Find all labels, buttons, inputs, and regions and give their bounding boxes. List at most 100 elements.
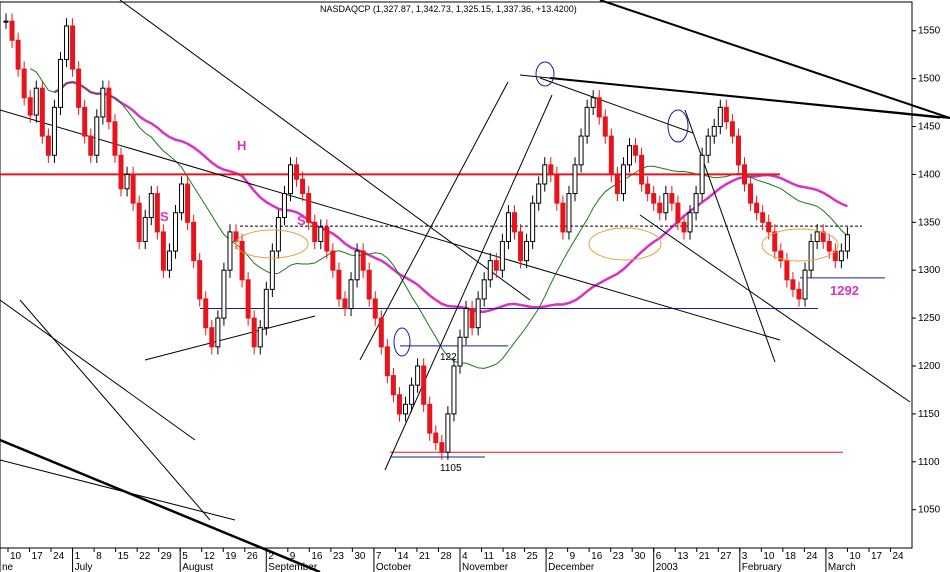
candle-body [245, 279, 251, 319]
candle-body [487, 260, 493, 281]
candle-body [172, 212, 178, 252]
x-tick-label: 28 [440, 551, 452, 562]
candle-body [409, 384, 415, 405]
candle-body [415, 365, 421, 386]
x-tick-label: 24 [892, 551, 904, 562]
candle-body [844, 234, 850, 252]
x-tick-label: 16 [311, 551, 323, 562]
candle-body [760, 212, 766, 223]
candle-body [64, 25, 70, 60]
candle-body [372, 298, 378, 319]
chart-title: NASDAQCP (1,327.87, 1,342.73, 1,325.15, … [320, 4, 577, 14]
candle-body [136, 202, 142, 242]
candle-body [15, 39, 21, 70]
candle-body [439, 442, 445, 453]
y-tick-label: 1100 [918, 457, 940, 468]
candle-body [554, 173, 560, 204]
candle-body [281, 193, 287, 219]
x-tick-label: 11 [484, 551, 495, 562]
candle-body [57, 58, 63, 108]
x-tick-label: 3 [742, 551, 748, 562]
candle-body [524, 240, 530, 262]
candle-body [499, 240, 505, 271]
month-label: November [462, 562, 509, 572]
candle-body [427, 403, 433, 434]
candle-body [766, 221, 772, 233]
candle-body [396, 394, 402, 415]
pattern-ellipse [588, 227, 662, 261]
candle-body [663, 193, 669, 214]
candle-body [185, 183, 191, 223]
candle-body [39, 87, 45, 137]
x-tick-label: 19 [225, 551, 237, 562]
candle-body [790, 279, 796, 290]
month-label: September [268, 562, 318, 572]
x-tick-label: 6 [656, 551, 662, 562]
x-tick-label: 2 [548, 551, 554, 562]
candle-body [239, 240, 245, 281]
trend-line [684, 109, 776, 363]
pivot-ellipse [667, 109, 689, 143]
candle-body [469, 308, 475, 329]
x-tick-label: 8 [96, 551, 102, 562]
candle-body [578, 135, 584, 166]
x-tick-label: 9 [570, 551, 576, 562]
x-tick-label: 10 [849, 551, 861, 562]
candle-body [711, 126, 717, 137]
channel-line-top [599, 0, 950, 119]
candle-body [505, 212, 511, 242]
candle-body [94, 116, 100, 156]
candle-body [639, 154, 645, 185]
candle-body [536, 183, 542, 204]
x-tick-label: 9 [290, 551, 296, 562]
candle-body [620, 164, 626, 195]
trend-line [639, 214, 911, 403]
y-tick-label: 1400 [918, 169, 941, 180]
candle-body [88, 135, 94, 156]
x-tick-label: 1 [75, 551, 81, 562]
candle-body [197, 260, 203, 300]
candle-body [100, 87, 106, 118]
candle-body [148, 193, 154, 219]
x-tick-label: 27 [720, 551, 732, 562]
candle-body [687, 212, 693, 233]
candle-body [608, 135, 614, 175]
candle-body [384, 346, 390, 377]
candle-body [221, 269, 227, 319]
month-label: August [182, 562, 213, 572]
candle-body [717, 106, 723, 128]
channel-line-lower [0, 438, 321, 572]
candle-body [614, 173, 620, 195]
candle-body [566, 193, 572, 233]
x-tick-label: 30 [634, 551, 646, 562]
candle-body [530, 202, 536, 242]
x-tick-label: 3 [828, 551, 834, 562]
y-tick-label: 1200 [918, 361, 941, 372]
candle-body [723, 106, 729, 123]
x-tick-label: 4 [462, 551, 468, 562]
candle-body [336, 269, 342, 300]
candle-body [390, 375, 396, 396]
candle-body [699, 154, 705, 195]
pattern-annotation: H [237, 138, 246, 153]
y-tick-label: 1150 [918, 409, 940, 420]
x-tick-label: 10 [763, 551, 775, 562]
candle-body [421, 365, 427, 405]
candle-body [729, 121, 735, 137]
x-tick-label: 30 [354, 551, 366, 562]
candle-body [21, 68, 27, 99]
candle-body [354, 250, 360, 281]
candle-body [330, 250, 336, 271]
x-tick-label: 18 [785, 551, 797, 562]
candle-body [227, 231, 233, 271]
candle-body [742, 164, 748, 185]
x-tick-label: 26 [247, 551, 259, 562]
candle-body [657, 202, 663, 214]
x-tick-label: 14 [397, 551, 409, 562]
candle-body [511, 212, 517, 233]
trend-line [0, 109, 781, 341]
x-tick-label: 17 [32, 551, 44, 562]
candle-body [312, 221, 318, 242]
candle-body [51, 106, 57, 156]
